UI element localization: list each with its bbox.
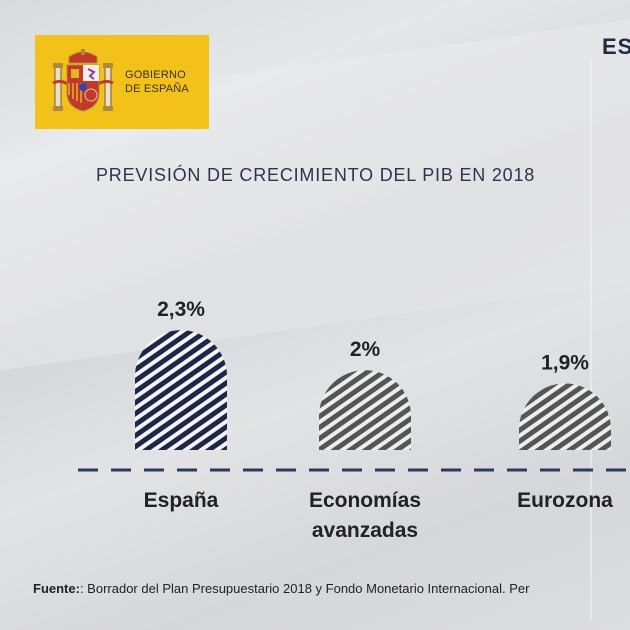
chart-title: PREVISIÓN DE CRECIMIENTO DEL PIB EN 2018 <box>96 165 536 185</box>
bar-2 <box>519 383 611 450</box>
bar-0 <box>135 330 227 450</box>
bar-1 <box>319 370 411 450</box>
source-footer: Fuente:: Borrador del Plan Presupuestari… <box>33 581 529 596</box>
category-label-2: Eurozona <box>517 489 613 512</box>
category-label-0: España <box>144 489 219 512</box>
category-label-1-line1: avanzadas <box>312 519 418 542</box>
value-label-0: 2,3% <box>157 298 205 321</box>
category-label-1-line0: Economías <box>309 489 421 512</box>
source-label: Fuente: <box>33 581 80 596</box>
gobierno-logo: GOBIERNO DE ESPAÑA <box>35 35 209 129</box>
value-label-2: 1,9% <box>541 351 589 374</box>
logo-text-line1: GOBIERNO <box>125 69 186 81</box>
value-label-1: 2% <box>350 338 381 361</box>
corner-heading: ES <box>602 34 630 59</box>
logo-text-line2: DE ESPAÑA <box>125 83 189 95</box>
coat-of-arms-icon <box>52 49 114 112</box>
source-text: : Borrador del Plan Presupuestario 2018 … <box>79 581 530 596</box>
